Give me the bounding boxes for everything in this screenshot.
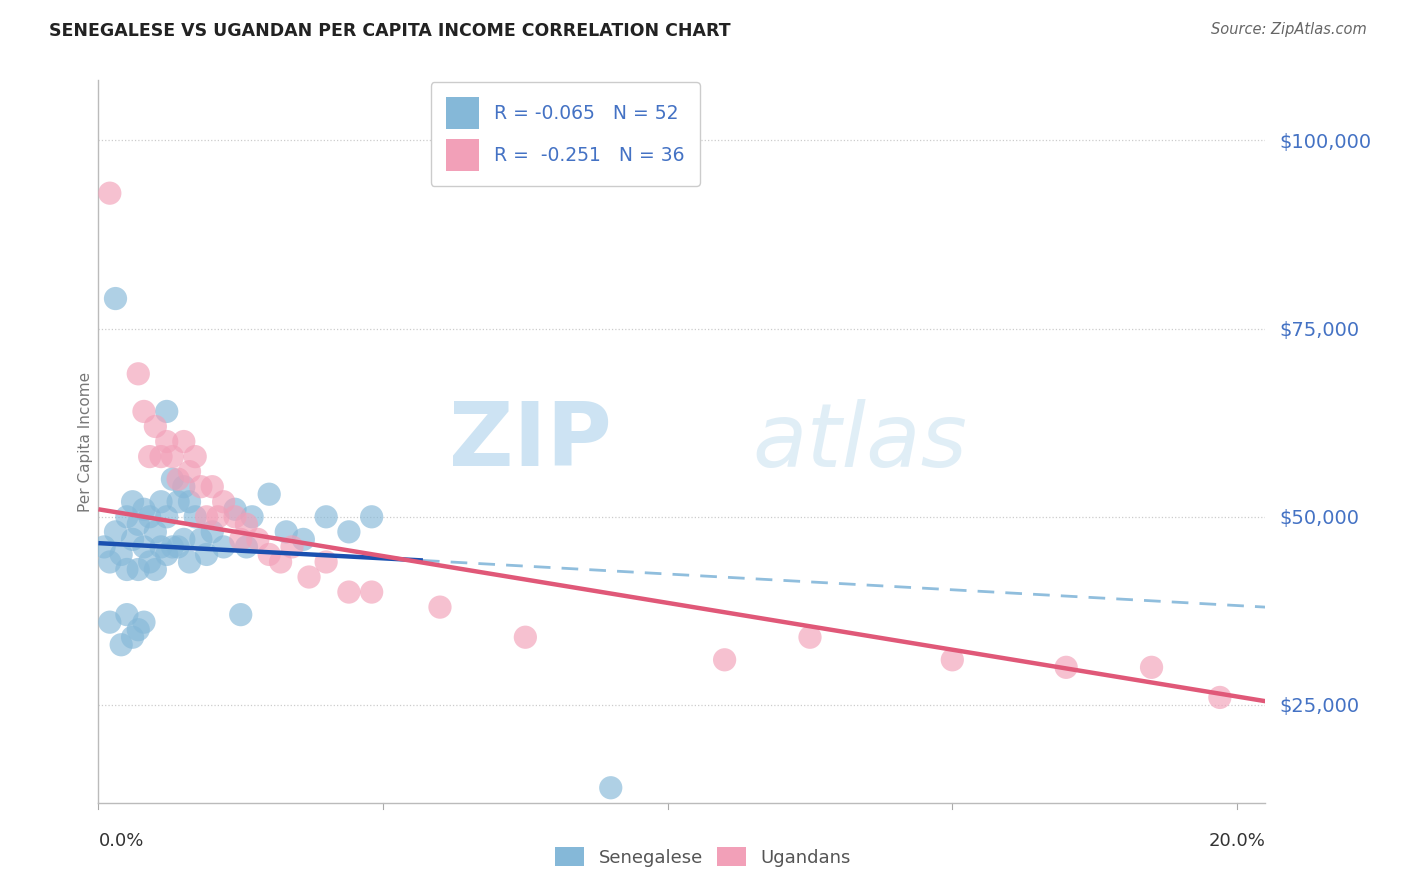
Point [799,630,821,644]
Point [270,555,292,569]
Point [179,555,201,569]
Point [150,450,173,464]
Point [337,524,360,539]
Point [1054,660,1077,674]
Point [429,600,451,615]
Point [224,502,246,516]
Point [235,517,257,532]
Point [941,653,963,667]
Point [224,509,246,524]
Point [143,419,166,434]
Point [257,548,280,562]
Point [162,450,184,464]
Point [184,509,207,524]
Point [110,548,132,562]
Point [281,540,304,554]
Point [315,555,337,569]
Point [599,780,621,795]
Point [110,638,132,652]
Point [132,540,155,554]
Point [143,562,166,576]
Point [173,434,195,449]
Point [360,585,382,599]
Point [104,524,127,539]
Point [143,524,166,539]
Point [179,465,201,479]
Point [360,509,382,524]
Point [212,540,235,554]
Point [257,487,280,501]
Y-axis label: Per Capita Income: Per Capita Income [77,371,93,512]
Point [167,494,190,508]
Point [292,533,315,547]
Point [162,472,184,486]
Point [138,555,160,569]
Text: 20.0%: 20.0% [1209,831,1265,850]
Point [132,615,155,630]
Point [184,450,207,464]
Point [195,548,218,562]
Point [156,434,179,449]
Point [337,585,360,599]
Point [162,540,184,554]
Text: SENEGALESE VS UGANDAN PER CAPITA INCOME CORRELATION CHART: SENEGALESE VS UGANDAN PER CAPITA INCOME … [49,22,731,40]
Point [1209,690,1232,705]
Point [121,494,143,508]
Point [201,524,224,539]
Point [127,367,149,381]
Point [115,509,138,524]
Point [121,533,143,547]
Point [127,517,149,532]
Point [179,494,201,508]
Point [167,472,190,486]
Point [98,555,121,569]
Point [93,540,115,554]
Point [246,533,269,547]
Legend: R = -0.065   N = 52, R =  -0.251   N = 36: R = -0.065 N = 52, R = -0.251 N = 36 [430,82,700,186]
Point [173,480,195,494]
Point [121,630,143,644]
Point [127,623,149,637]
Point [276,524,298,539]
Point [150,494,173,508]
Point [190,533,212,547]
Point [104,292,127,306]
Point [515,630,537,644]
Point [713,653,735,667]
Point [1140,660,1163,674]
Text: ZIP: ZIP [449,398,612,485]
Point [132,404,155,418]
Point [173,533,195,547]
Point [132,502,155,516]
Point [98,186,121,201]
Point [207,509,229,524]
Point [212,494,235,508]
Point [138,509,160,524]
Text: Source: ZipAtlas.com: Source: ZipAtlas.com [1211,22,1367,37]
Point [195,509,218,524]
Point [115,562,138,576]
Point [235,540,257,554]
Point [127,562,149,576]
Legend: Senegalese, Ugandans: Senegalese, Ugandans [548,840,858,874]
Point [150,540,173,554]
Point [229,533,252,547]
Point [190,480,212,494]
Point [156,404,179,418]
Point [98,615,121,630]
Point [229,607,252,622]
Point [156,548,179,562]
Point [298,570,321,584]
Point [115,607,138,622]
Point [240,509,263,524]
Text: 0.0%: 0.0% [98,831,143,850]
Point [138,450,160,464]
Point [315,509,337,524]
Text: atlas: atlas [752,399,967,484]
Point [156,509,179,524]
Point [201,480,224,494]
Point [167,540,190,554]
